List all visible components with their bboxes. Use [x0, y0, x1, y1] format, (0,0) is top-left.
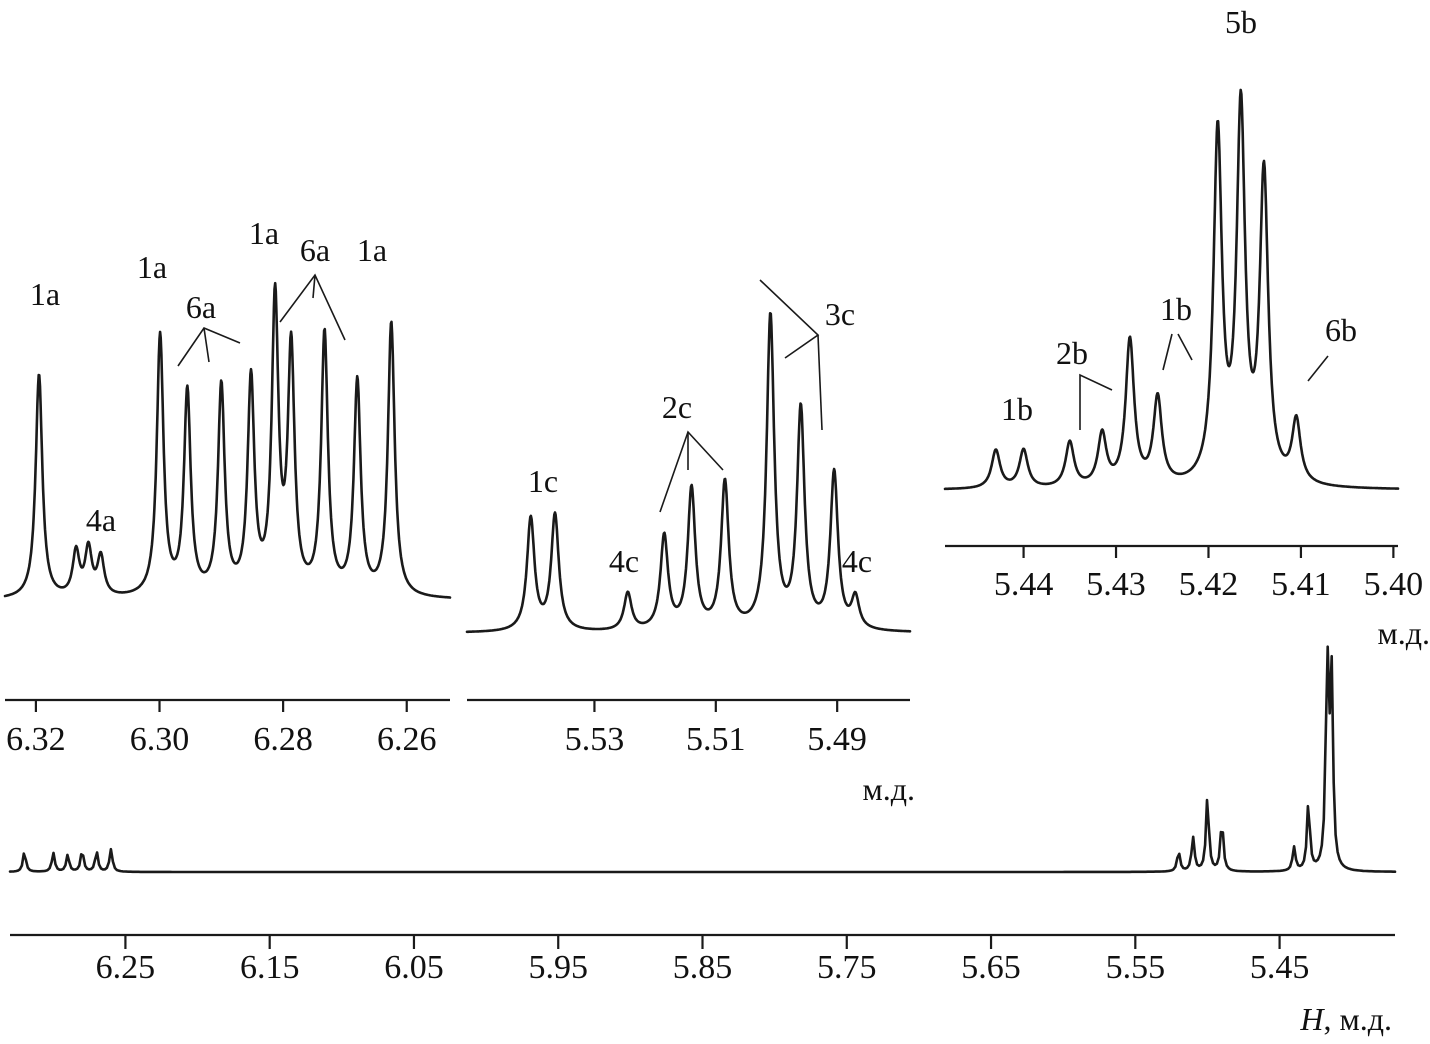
x-tick-label: 5.75 — [817, 949, 877, 986]
leader-line-6a — [203, 327, 210, 363]
inset-6-3-spectrum-line — [3, 281, 452, 599]
x-tick-label: 5.65 — [961, 949, 1021, 986]
inset-5-42-ticks: 5.44 5.43 5.42 5.41 5.40 — [994, 546, 1423, 603]
leader-line-2c — [659, 430, 724, 513]
peak-label-1c: 1c — [528, 463, 558, 499]
inset-5-42-peak-labels: 1b 2b 1b 5b 6b — [1001, 4, 1357, 427]
inset-5-5-leader-lines — [659, 279, 823, 513]
peak-label-1b: 1b — [1160, 291, 1192, 327]
x-tick-label: 5.44 — [994, 566, 1054, 603]
inset-5-42-panel: 5.44 5.43 5.42 5.41 5.40 м.д. 1b 2b 1b 5b 6b — [943, 4, 1430, 651]
x-tick-label: 5.55 — [1106, 949, 1166, 986]
main-spectrum-line — [8, 645, 1397, 874]
inset-5-5-axis-label: м.д. — [862, 771, 915, 807]
peak-label-6b: 6b — [1325, 312, 1357, 348]
leader-line-6b — [1307, 355, 1329, 382]
inset-6-3-ticks: 6.32 6.30 6.28 6.26 — [6, 700, 436, 758]
x-tick-label: 5.40 — [1364, 566, 1424, 603]
inset-5-5-panel: 5.53 5.51 5.49 м.д. 1c 2c 3c 4c 4c — [465, 279, 915, 807]
peak-label-4c: 4c — [609, 543, 639, 579]
x-tick-label: 6.25 — [96, 949, 156, 986]
inset-5-5-spectrum-line — [465, 312, 912, 634]
peak-label-1a: 1a — [249, 215, 279, 251]
x-tick-label: 6.26 — [377, 721, 437, 758]
main-panel: 6.25 6.15 6.05 5.95 5.85 5.75 5.65 5.55 5.45 H, … — [8, 645, 1397, 1037]
leader-line-3c — [817, 334, 823, 431]
main-ticks: 6.25 6.15 6.05 5.95 5.85 5.75 5.65 5.55 5.45 — [96, 935, 1310, 986]
x-tick-label: 5.45 — [1250, 949, 1310, 986]
x-tick-label: 5.51 — [686, 721, 746, 758]
inset-6-3-panel: 6.32 6.30 6.28 6.26 1a 4a 1a 6a 1a 6a 1a — [3, 215, 452, 758]
x-tick-label: 5.95 — [528, 949, 588, 986]
peak-label-1a: 1a — [30, 276, 60, 312]
peak-label-1a: 1a — [137, 249, 167, 285]
peak-label-4c: 4c — [842, 543, 872, 579]
peak-label-2c: 2c — [662, 389, 692, 425]
inset-5-42-leader-lines — [1079, 333, 1329, 430]
main-axis-label: H, м.д. — [1299, 1001, 1392, 1037]
x-tick-label: 6.32 — [6, 721, 66, 758]
peak-label-1a: 1a — [357, 232, 387, 268]
inset-5-5-peak-labels: 1c 2c 3c 4c 4c — [528, 296, 872, 579]
inset-5-42-axis-label: м.д. — [1377, 615, 1430, 651]
peak-label-6a: 6a — [300, 232, 330, 268]
x-tick-label: 6.15 — [240, 949, 300, 986]
peak-label-3c: 3c — [825, 296, 855, 332]
x-tick-label: 6.28 — [253, 721, 313, 758]
x-tick-label: 6.30 — [130, 721, 190, 758]
x-tick-label: 6.05 — [384, 949, 444, 986]
x-tick-label: 5.49 — [807, 721, 867, 758]
inset-6-3-peak-labels: 1a 4a 1a 6a 1a 6a 1a — [30, 215, 387, 538]
x-tick-label: 5.42 — [1179, 566, 1239, 603]
x-tick-label: 5.41 — [1271, 566, 1331, 603]
peak-label-4a: 4a — [86, 502, 116, 538]
inset-6-3-leader-lines — [177, 273, 346, 367]
x-tick-label: 5.43 — [1086, 566, 1146, 603]
inset-5-5-ticks: 5.53 5.51 5.49 — [565, 700, 867, 758]
leader-line-2b — [1079, 373, 1113, 430]
x-tick-label: 5.85 — [673, 949, 733, 986]
leader-line-6a — [279, 273, 346, 341]
inset-5-42-spectrum-line — [943, 88, 1400, 491]
x-tick-label: 5.53 — [565, 721, 625, 758]
peak-label-5b: 5b — [1225, 4, 1257, 40]
leader-line-1b — [1162, 333, 1173, 371]
peak-label-1b: 1b — [1001, 391, 1033, 427]
peak-label-2b: 2b — [1056, 335, 1088, 371]
peak-label-6a: 6a — [186, 289, 216, 325]
leader-line-6a — [312, 274, 316, 299]
leader-line-1b — [1177, 333, 1193, 361]
